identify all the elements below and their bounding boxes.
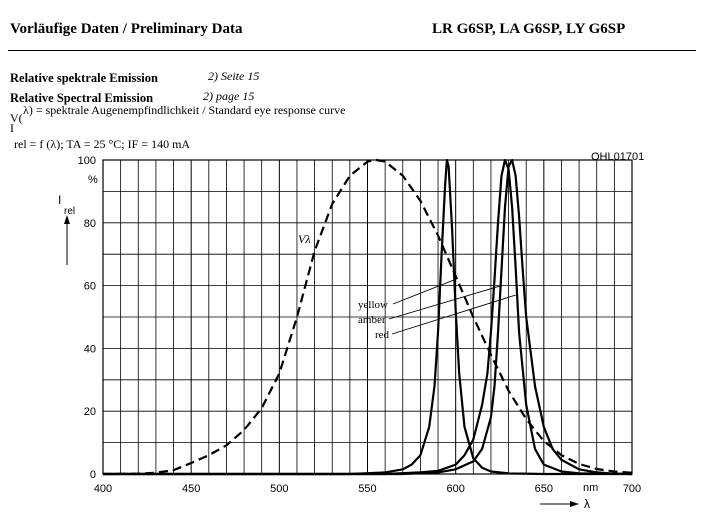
label-leader-lines bbox=[388, 278, 516, 335]
section-title-en: Relative Spectral Emission bbox=[10, 91, 154, 105]
leader-amber bbox=[388, 285, 502, 320]
x-tick-label: 650 bbox=[535, 483, 553, 495]
x-tick-label: 450 bbox=[182, 483, 200, 495]
conditions-text: rel = f (λ); TA = 25 °C; IF = 140 mA bbox=[14, 137, 191, 151]
y-axis-label: I bbox=[58, 193, 61, 207]
annotation-vlambda: Vλ bbox=[298, 232, 311, 246]
y-tick-label: 40 bbox=[84, 343, 96, 355]
y-tick-label: 100 bbox=[78, 155, 96, 167]
x-axis-arrowhead bbox=[570, 501, 579, 507]
x-axis-label: λ bbox=[584, 497, 590, 511]
vlambda-description: λ) = spektrale Augenempfindlichkeit / St… bbox=[23, 103, 346, 117]
y-tick-label: 80 bbox=[84, 218, 96, 230]
y-axis-arrowhead bbox=[64, 215, 70, 224]
header-rule bbox=[8, 50, 696, 51]
y-unit-label: % bbox=[88, 174, 98, 186]
x-unit-label: nm bbox=[583, 482, 598, 494]
x-tick-label: 400 bbox=[94, 483, 112, 495]
chart-curves bbox=[102, 158, 633, 476]
x-tick-label: 550 bbox=[358, 483, 376, 495]
x-tick-label: 600 bbox=[446, 483, 464, 495]
header-right-title: LR G6SP, LA G6SP, LY G6SP bbox=[432, 21, 626, 37]
series-line-amber bbox=[103, 158, 633, 476]
y-axis-label-sub: rel bbox=[64, 206, 75, 217]
section-title-de: Relative spektrale Emission bbox=[10, 71, 158, 85]
conditions-i: I bbox=[10, 121, 14, 135]
y-tick-label: 0 bbox=[90, 469, 96, 481]
vlambda-prefix: V( bbox=[10, 111, 23, 125]
series-line-v bbox=[102, 158, 633, 476]
header-left-title: Vorläufige Daten / Preliminary Data bbox=[10, 21, 243, 37]
series-line-yellow bbox=[103, 158, 632, 476]
x-tick-label: 500 bbox=[270, 483, 288, 495]
y-tick-label: 20 bbox=[84, 406, 96, 418]
leader-red bbox=[391, 294, 516, 335]
section-ref-en: 2) page 15 bbox=[203, 89, 255, 103]
annotation-amber: amber bbox=[358, 314, 386, 326]
series-line-red bbox=[103, 158, 633, 476]
chart-tick-labels: 400 450 500 550 600 650 700 0 20 40 60 80 100 bbox=[78, 155, 642, 495]
y-tick-label: 60 bbox=[84, 281, 96, 293]
figure-id: OHL01701 bbox=[591, 151, 644, 163]
x-tick-label: 700 bbox=[623, 483, 641, 495]
annotation-yellow: yellow bbox=[358, 299, 388, 311]
leader-yellow bbox=[392, 278, 456, 305]
annotation-red: red bbox=[375, 329, 390, 341]
section-ref-de: 2) Seite 15 bbox=[208, 69, 260, 83]
